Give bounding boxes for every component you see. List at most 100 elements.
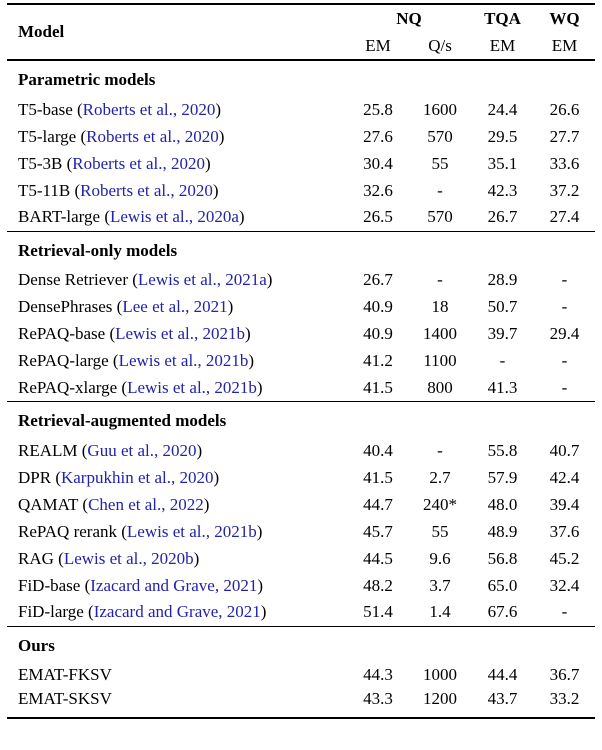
tqa-em-value: - — [499, 351, 506, 370]
nq-qs-value: 1100 — [423, 351, 457, 370]
nq-qs-value: 2.7 — [429, 467, 451, 487]
wq-em-value: 36.7 — [549, 665, 580, 684]
citation-link[interactable]: Roberts et al., 2020 — [72, 153, 205, 173]
model-name: RAG (Lewis et al., 2020b) — [18, 548, 200, 568]
nq-qs-value: 1600 — [423, 99, 457, 119]
nq-qs-value: 3.7 — [429, 575, 451, 595]
table-row: Dense Retriever (Lewis et al., 2021a) 26.… — [7, 267, 595, 294]
table-row: DPR (Karpukhin et al., 2020) 41.5 2.7 57.9 4… — [7, 464, 595, 491]
wq-em-value: - — [561, 297, 568, 316]
citation-link[interactable]: Chen et al., 2022 — [88, 494, 204, 514]
results-table: Model NQ TQA WQ EM Q/s EM EM Parametric … — [7, 3, 595, 719]
wq-em-value: 33.6 — [549, 153, 580, 173]
citation-link[interactable]: Karpukhin et al., 2020 — [60, 467, 214, 487]
nq-qs-value: 55 — [431, 521, 449, 541]
column-group-nq: NQ — [396, 8, 422, 28]
citation-link[interactable]: Lewis et al., 2021b — [118, 351, 249, 370]
wq-em-value: - — [561, 602, 568, 622]
tqa-em-value: 48.9 — [487, 521, 518, 541]
nq-qs-value: 1000 — [423, 665, 457, 684]
column-group-wq: WQ — [549, 8, 580, 28]
table-row: RePAQ rerank (Lewis et al., 2021b) 45.7 55… — [7, 518, 595, 545]
nq-qs-value: 55 — [431, 153, 449, 173]
model-name: QAMAT (Chen et al., 2022) — [18, 494, 210, 514]
model-name: EMAT-FKSV — [18, 665, 112, 684]
table-row: REALM (Guu et al., 2020) 40.4 - 55.8 40.7 — [7, 437, 595, 464]
citation-link[interactable]: Lewis et al., 2021b — [126, 521, 257, 541]
model-name: T5-large (Roberts et al., 2020) — [18, 126, 225, 146]
wq-em-value: 45.2 — [549, 548, 580, 568]
citation-link[interactable]: Roberts et al., 2020 — [82, 99, 216, 119]
nq-qs-value: 570 — [427, 207, 453, 227]
citation-link[interactable]: Lewis et al., 2021b — [127, 377, 257, 397]
section-title: Retrieval-augmented models — [18, 411, 227, 430]
nq-em-value: 32.6 — [363, 180, 393, 200]
tqa-em-value: 43.7 — [487, 688, 518, 708]
table-row: FiD-base (Izacard and Grave, 2021) 48.2 3.… — [7, 572, 595, 599]
nq-em-value: 43.3 — [363, 688, 393, 708]
tqa-em-value: 35.1 — [487, 153, 518, 173]
table-row: T5-11B (Roberts et al., 2020) 32.6 - 42.3 37… — [7, 177, 595, 204]
tqa-em-value: 39.7 — [487, 324, 518, 343]
nq-qs-value: 1400 — [423, 324, 457, 343]
table-row: QAMAT (Chen et al., 2022) 44.7 240* 48.0 39.… — [7, 491, 595, 518]
tqa-em-value: 26.7 — [487, 207, 518, 227]
citation-link[interactable]: Izacard and Grave, 2021 — [93, 602, 261, 622]
wq-em-value: 32.4 — [549, 575, 580, 595]
citation-link[interactable]: Lewis et al., 2021a — [137, 270, 267, 289]
wq-em-value: 40.7 — [549, 440, 580, 460]
table-row: RePAQ-large (Lewis et al., 2021b) 41.2 110… — [7, 348, 595, 375]
model-name: RePAQ-xlarge (Lewis et al., 2021b) — [18, 377, 263, 397]
nq-em-value: 27.6 — [363, 126, 393, 146]
nq-qs-value: - — [437, 270, 443, 289]
table-row: RAG (Lewis et al., 2020b) 44.5 9.6 56.8 45.2 — [7, 545, 595, 572]
citation-link[interactable]: Lee et al., 2021 — [122, 297, 228, 316]
model-name: DPR (Karpukhin et al., 2020) — [18, 467, 220, 487]
model-name: EMAT-SKSV — [18, 688, 112, 708]
table-row: T5-3B (Roberts et al., 2020) 30.4 55 35.1 33… — [7, 150, 595, 177]
citation-link[interactable]: Guu et al., 2020 — [87, 440, 197, 460]
model-name: RePAQ rerank (Lewis et al., 2021b) — [18, 521, 263, 541]
nq-em-value: 48.2 — [363, 575, 393, 595]
citation-link[interactable]: Izacard and Grave, 2021 — [90, 575, 258, 595]
table-row: FiD-large (Izacard and Grave, 2021) 51.4 1… — [7, 599, 595, 626]
citation-link[interactable]: Roberts et al., 2020 — [86, 126, 219, 146]
citation-link[interactable]: Lewis et al., 2021b — [115, 324, 245, 343]
model-name: REALM (Guu et al., 2020) — [18, 440, 203, 460]
nq-em-value: 51.4 — [363, 602, 393, 622]
wq-em-value: 33.2 — [549, 688, 580, 708]
model-name: T5-base (Roberts et al., 2020) — [18, 99, 222, 119]
nq-qs-value: 800 — [427, 377, 453, 397]
nq-qs-value: 570 — [427, 126, 453, 146]
nq-em-value: 25.8 — [363, 99, 393, 119]
table-row: BART-large (Lewis et al., 2020a) 26.5 570 2… — [7, 204, 595, 231]
citation-link[interactable]: Lewis et al., 2020a — [110, 207, 239, 227]
tqa-em-value: 28.9 — [487, 270, 518, 289]
tqa-em-value: 50.7 — [487, 297, 518, 316]
nq-qs-value: 9.6 — [429, 548, 451, 568]
model-name: FiD-base (Izacard and Grave, 2021) — [18, 575, 263, 595]
model-name: T5-11B (Roberts et al., 2020) — [18, 180, 219, 200]
tqa-em-value: 56.8 — [487, 548, 518, 568]
section-header-row: Parametric models — [7, 60, 595, 96]
wq-em-value: 27.7 — [549, 126, 580, 146]
model-name: Dense Retriever (Lewis et al., 2021a) — [18, 270, 273, 289]
nq-em-value: 40.9 — [363, 297, 393, 316]
citation-link[interactable]: Roberts et al., 2020 — [80, 180, 213, 200]
tqa-em-value: 57.9 — [487, 467, 518, 487]
nq-em-value: 41.5 — [363, 377, 393, 397]
column-header-model: Model — [18, 22, 65, 41]
citation-link[interactable]: Lewis et al., 2020b — [63, 548, 194, 568]
section-title: Retrieval-only models — [18, 240, 178, 260]
nq-em-value: 40.4 — [363, 440, 393, 460]
wq-em-value: - — [561, 351, 568, 370]
wq-em-value: 29.4 — [549, 324, 580, 343]
column-group-tqa: TQA — [484, 8, 521, 28]
table-row: EMAT-SKSV 43.3 1200 43.7 33.2 — [7, 689, 595, 718]
table-header: Model NQ TQA WQ EM Q/s EM EM — [7, 4, 595, 60]
tqa-em-value: 55.8 — [487, 440, 518, 460]
model-name: RePAQ-large (Lewis et al., 2021b) — [18, 351, 255, 370]
nq-em-value: 26.7 — [363, 270, 393, 289]
tqa-em-value: 41.3 — [487, 377, 518, 397]
nq-em-value: 26.5 — [363, 207, 393, 227]
